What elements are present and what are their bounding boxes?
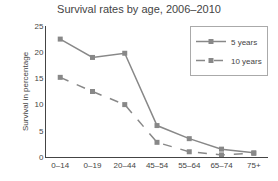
svg-text:5: 5 bbox=[39, 127, 44, 136]
svg-text:65–74: 65–74 bbox=[210, 161, 233, 170]
svg-text:Survival in percentage: Survival in percentage bbox=[21, 51, 30, 131]
svg-text:25: 25 bbox=[34, 22, 43, 31]
svg-text:75+: 75+ bbox=[247, 161, 261, 170]
svg-text:5 years: 5 years bbox=[231, 38, 257, 47]
svg-text:10 years: 10 years bbox=[231, 57, 262, 66]
svg-text:55–64: 55–64 bbox=[178, 161, 201, 170]
svg-text:0–19: 0–19 bbox=[84, 161, 102, 170]
svg-text:20–44: 20–44 bbox=[114, 161, 137, 170]
svg-text:0–14: 0–14 bbox=[51, 161, 69, 170]
svg-text:10: 10 bbox=[34, 100, 43, 109]
svg-text:0: 0 bbox=[39, 153, 44, 162]
svg-text:20: 20 bbox=[34, 48, 43, 57]
svg-text:Survival rates by age, 2006–20: Survival rates by age, 2006–2010 bbox=[57, 3, 221, 15]
svg-text:45–54: 45–54 bbox=[146, 161, 169, 170]
svg-text:15: 15 bbox=[34, 74, 43, 83]
